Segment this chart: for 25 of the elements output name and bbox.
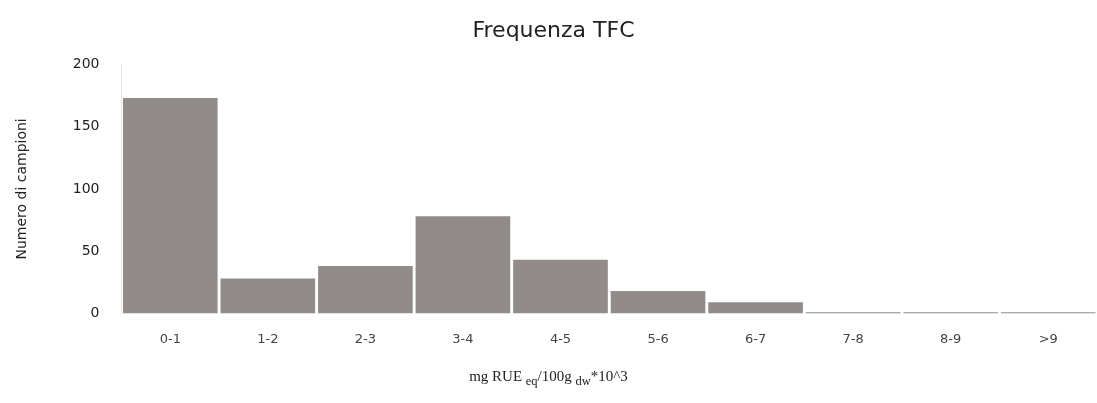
y-axis-title: Numero di campioni bbox=[13, 118, 30, 260]
x-axis-title: mg RUE $_{eq}$/100g $_{dw}$*10^3 bbox=[468, 368, 629, 389]
y-tick-label: 200 bbox=[72, 55, 100, 72]
y-tick-label: 50 bbox=[81, 241, 100, 258]
x-tick-label: >9 bbox=[1038, 330, 1058, 346]
bar bbox=[415, 216, 511, 314]
bar bbox=[708, 302, 803, 314]
x-tick-label: 0-1 bbox=[159, 330, 181, 346]
y-tick-label: 150 bbox=[72, 117, 100, 134]
x-tick-label: 4-5 bbox=[549, 330, 572, 346]
x-tick-label: 5-6 bbox=[647, 330, 669, 346]
x-tick-label: 1-2 bbox=[257, 330, 279, 346]
chart-title: Frequenza TFC bbox=[472, 16, 635, 42]
bar bbox=[122, 98, 218, 314]
y-tick-label: 100 bbox=[72, 179, 100, 196]
bar bbox=[513, 259, 608, 314]
bar bbox=[318, 266, 413, 314]
bar bbox=[220, 278, 316, 314]
bar bbox=[610, 290, 706, 314]
x-tick-label: 3-4 bbox=[452, 330, 474, 346]
x-tick-label: 7-8 bbox=[842, 330, 864, 346]
y-tick-label: 0 bbox=[90, 304, 100, 321]
x-tick-label: 2-3 bbox=[354, 330, 377, 346]
x-tick-label: 8-9 bbox=[940, 330, 962, 346]
x-tick-label: 6-7 bbox=[744, 330, 767, 346]
